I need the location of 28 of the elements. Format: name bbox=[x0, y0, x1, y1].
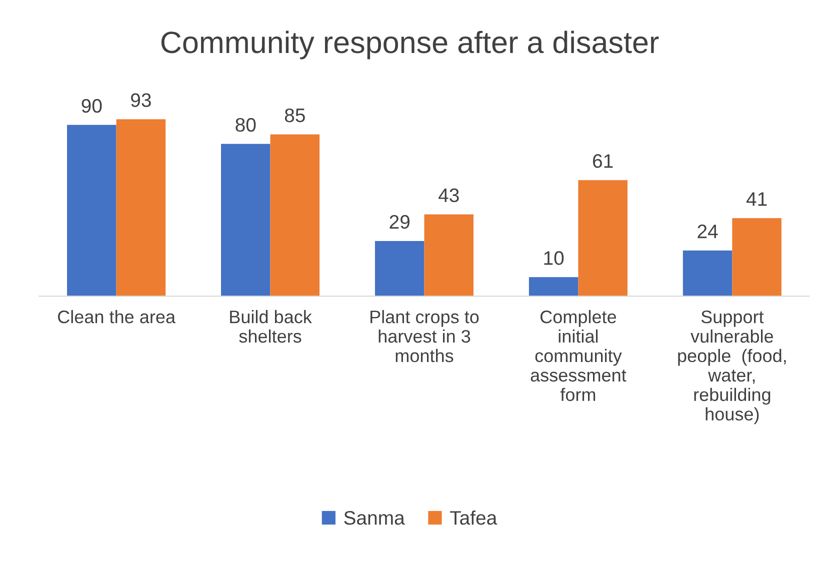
bar bbox=[116, 119, 166, 296]
x-tick-label: Plant crops to harvest in 3 months bbox=[370, 310, 479, 362]
x-tick-label: Complete initial community assessment form bbox=[530, 310, 626, 402]
legend-label: Sanma bbox=[344, 511, 405, 525]
data-label: 80 bbox=[236, 118, 256, 132]
bar bbox=[374, 240, 424, 296]
data-label: 29 bbox=[390, 215, 410, 229]
data-label: 43 bbox=[438, 188, 459, 202]
x-tick-label: Build back shelters bbox=[230, 310, 312, 343]
bar bbox=[270, 134, 320, 296]
bar bbox=[67, 124, 116, 296]
data-label: 24 bbox=[698, 224, 718, 238]
data-label: 10 bbox=[544, 251, 564, 265]
bar bbox=[528, 277, 578, 296]
data-label: 41 bbox=[746, 192, 767, 206]
x-tick-label: Clean the area bbox=[58, 310, 176, 324]
bar bbox=[682, 250, 732, 296]
legend-label: Tafea bbox=[450, 510, 498, 525]
data-label: 93 bbox=[131, 93, 151, 108]
data-label: 90 bbox=[82, 98, 102, 113]
data-label: 61 bbox=[593, 154, 613, 168]
data-label: 85 bbox=[284, 108, 305, 122]
chart-title: Community response after a disaster bbox=[161, 30, 659, 60]
bar bbox=[732, 218, 782, 296]
bar bbox=[424, 214, 474, 296]
bar bbox=[578, 180, 628, 296]
x-tick-label: Support vulnerable people (food, water, rebuilding house) bbox=[678, 310, 786, 424]
bar bbox=[221, 144, 270, 296]
